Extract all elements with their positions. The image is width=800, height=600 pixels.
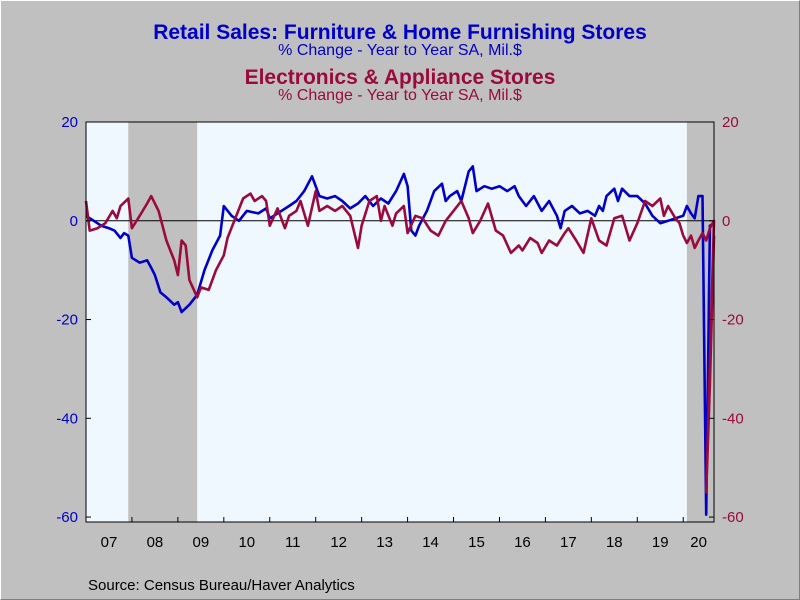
series-line-1 [85,165,715,516]
x-tick-label-6: 13 [376,534,393,551]
y-tick-label-right-0: 20 [722,114,739,131]
source-note: Source: Census Bureau/Haver Analytics [88,577,355,594]
y-tick-label-right-4: -60 [722,509,744,526]
x-tick-label-9: 16 [514,534,531,551]
chart-subtitle-2: % Change - Year to Year SA, Mil.$ [278,87,522,104]
y-tick-label-left-3: -40 [56,410,78,427]
x-tick-label-11: 18 [606,534,623,551]
chart-title: Retail Sales: Furniture & Home Furnishin… [153,21,647,44]
x-tick-label-0: 07 [101,534,118,551]
x-tick-label-13: 20 [690,534,707,551]
x-tick-label-4: 11 [285,534,301,551]
y-tick-label-left-0: 20 [61,114,78,131]
x-tick-label-3: 10 [238,534,255,551]
x-tick-label-1: 08 [147,534,164,551]
y-tick-label-right-2: -20 [722,312,744,329]
x-tick-label-2: 09 [193,534,210,551]
plot-area: 20 20 0 0 -20 -20 -40 -40 -60 -60 07 08 09 10 11 12 13 14… [56,114,743,551]
recession-band-0 [128,122,198,522]
y-tick-label-left-4: -60 [56,509,78,526]
chart-title-2: Electronics & Appliance Stores [245,66,556,89]
plot-border [85,121,715,523]
x-tick-label-12: 19 [652,534,669,551]
x-tick-label-10: 17 [560,534,577,551]
y-tick-label-left-2: -20 [56,312,78,329]
y-tick-label-left-1: 0 [70,213,78,230]
x-tick-label-7: 14 [422,534,439,551]
chart-subtitle: % Change - Year to Year SA, Mil.$ [278,42,522,59]
y-tick-label-right-1: 0 [722,213,730,230]
series-line-2 [84,189,716,494]
x-tick-label-8: 15 [468,534,485,551]
y-tick-label-right-3: -40 [722,410,744,427]
x-tick-label-5: 12 [330,534,347,551]
